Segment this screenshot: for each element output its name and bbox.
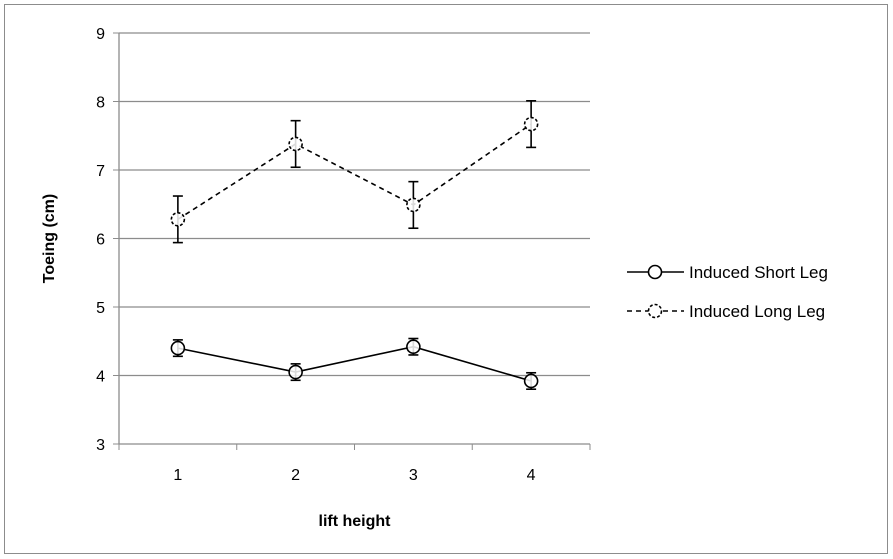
y-tick-label: 7 [96, 163, 105, 180]
y-tick-label: 8 [96, 95, 105, 112]
legend-marker [647, 303, 663, 319]
chart-border [4, 4, 888, 554]
data-point [288, 136, 303, 152]
x-tick-label: 4 [527, 467, 536, 484]
y-tick-label: 6 [96, 232, 105, 249]
chart: 3 4 5 6 7 8 9 1 2 3 4 Induced Short Leg Induced Lon… [4, 4, 888, 554]
axes: 3 4 5 6 7 8 9 1 2 3 4 [96, 26, 591, 484]
data-point [170, 212, 186, 227]
series-line [177, 345, 532, 382]
data-point [406, 339, 421, 355]
y-tick-label: 9 [96, 26, 105, 43]
legend-marker [647, 264, 663, 280]
series-induced-short-leg [170, 337, 539, 391]
legend-entry: Induced Short Leg [627, 263, 828, 282]
data-point [170, 340, 186, 356]
legend-label: Induced Long Leg [689, 302, 825, 321]
x-tick-label: 3 [409, 467, 418, 484]
y-tick-label: 4 [96, 369, 105, 386]
series-induced-long-leg [170, 100, 539, 244]
y-tick-label: 3 [96, 437, 105, 454]
x-axis-title: lift height [319, 513, 392, 530]
x-tick-label: 1 [173, 467, 182, 484]
series-layer [170, 100, 539, 391]
chart-frame: 3 4 5 6 7 8 9 1 2 3 4 Induced Short Leg Induced Lon… [4, 4, 888, 554]
data-point [288, 364, 303, 380]
legend: Induced Short Leg Induced Long Leg [627, 263, 828, 321]
data-point [523, 373, 539, 389]
y-axis-title: Toeing (cm) [41, 194, 58, 283]
legend-entry: Induced Long Leg [627, 302, 825, 321]
data-point [523, 116, 539, 132]
series-line [177, 123, 532, 220]
x-tick-label: 2 [291, 467, 300, 484]
legend-label: Induced Short Leg [689, 263, 828, 282]
y-tick-label: 5 [96, 300, 105, 317]
data-point [406, 197, 421, 213]
